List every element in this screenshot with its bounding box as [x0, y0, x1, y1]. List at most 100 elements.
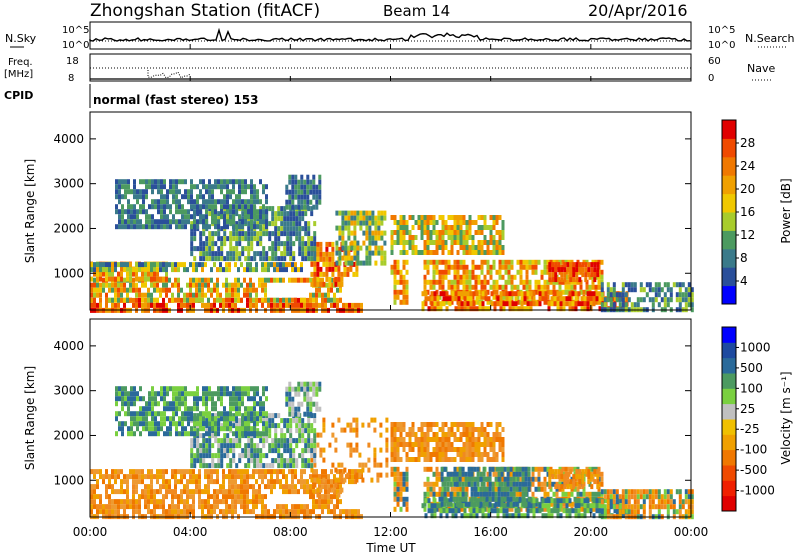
heatmap-cell [433, 275, 436, 280]
heatmap-cell [685, 292, 688, 297]
heatmap-cell [280, 216, 283, 221]
heatmap-cell [246, 474, 249, 479]
heatmap-cell [129, 474, 132, 479]
heatmap-cell [325, 272, 328, 277]
heatmap-cell [541, 467, 544, 472]
heatmap-cell [430, 260, 433, 265]
heatmap-cell [162, 474, 165, 479]
heatmap-cell [610, 302, 613, 307]
heatmap-cell [198, 494, 201, 499]
heatmap-cell [493, 250, 496, 255]
heatmap-cell [368, 251, 371, 256]
heatmap-cell [466, 452, 469, 457]
heatmap-cell [217, 211, 220, 216]
heatmap-cell [560, 291, 563, 296]
heatmap-cell [525, 487, 528, 492]
heatmap-cell [478, 215, 481, 220]
heatmap-cell [428, 296, 431, 301]
heatmap-cell [246, 489, 249, 494]
heatmap-cell [286, 251, 289, 256]
heatmap-cell [538, 260, 541, 265]
heatmap-cell [249, 474, 252, 479]
heatmap-cell [208, 443, 211, 448]
heatmap-cell [174, 283, 177, 288]
heatmap-cell [279, 262, 282, 267]
heatmap-cell [177, 499, 180, 504]
heatmap-cell [607, 282, 610, 287]
heatmap-cell [542, 291, 545, 296]
heatmap-cell [475, 245, 478, 250]
heatmap-cell [189, 278, 192, 283]
heatmap-cell [551, 301, 554, 306]
heatmap-cell [544, 487, 547, 492]
heatmap-cell [207, 303, 210, 308]
heatmap-cell [267, 262, 270, 267]
heatmap-cell [126, 504, 129, 509]
heatmap-cell [394, 487, 397, 492]
heatmap-cell [590, 296, 593, 301]
heatmap-cell [415, 437, 418, 442]
heatmap-cell [474, 497, 477, 502]
heatmap-cell [244, 246, 247, 251]
heatmap-cell [232, 214, 235, 219]
heatmap-cell [688, 292, 691, 297]
heatmap-cell [232, 256, 235, 261]
heatmap-cell [427, 422, 430, 427]
heatmap-cell [338, 251, 341, 256]
heatmap-cell [481, 457, 484, 462]
heatmap-cell [267, 484, 270, 489]
heatmap-cell [601, 499, 604, 504]
heatmap-cell [262, 204, 265, 209]
heatmap-cell [533, 503, 536, 508]
heatmap-cell [397, 295, 400, 300]
heatmap-cell [99, 293, 102, 298]
heatmap-cell [670, 297, 673, 302]
heatmap-cell [276, 479, 279, 484]
heatmap-cell [279, 504, 282, 509]
heatmap-cell [208, 224, 211, 229]
heatmap-cell [430, 422, 433, 427]
heatmap-cell [196, 184, 199, 189]
heatmap-cell [371, 211, 374, 216]
heatmap-cell [108, 277, 111, 282]
heatmap-cell [412, 235, 415, 240]
heatmap-cell [501, 492, 504, 497]
heatmap-cell [519, 497, 522, 502]
heatmap-cell [601, 482, 604, 487]
heatmap-cell [325, 252, 328, 257]
heatmap-cell [228, 474, 231, 479]
heatmap-cell [445, 447, 448, 452]
heatmap-cell [247, 246, 250, 251]
heatmap-cell [433, 422, 436, 427]
heatmap-cell [198, 298, 201, 303]
power-heatmap [90, 175, 694, 313]
heatmap-cell [670, 499, 673, 504]
heatmap-cell [355, 418, 358, 423]
heatmap-cell [430, 467, 433, 472]
heatmap-cell [225, 499, 228, 504]
heatmap-cell [383, 231, 386, 236]
heatmap-cell [592, 492, 595, 497]
heatmap-cell [258, 298, 261, 303]
heatmap-cell [557, 262, 560, 267]
heatmap-cell [333, 303, 336, 308]
heatmap-cell [433, 472, 436, 477]
heatmap-cell [364, 463, 367, 468]
heatmap-cell [472, 270, 475, 275]
heatmap-cell [297, 479, 300, 484]
heatmap-cell [312, 195, 315, 200]
heatmap-cell [291, 195, 294, 200]
heatmap-cell [300, 474, 303, 479]
heatmap-cell [304, 256, 307, 261]
heatmap-cell [226, 194, 229, 199]
heatmap-cell [658, 504, 661, 509]
heatmap-cell [593, 291, 596, 296]
heatmap-cell [358, 463, 361, 468]
heatmap-cell [400, 497, 403, 502]
heatmap-cell [303, 509, 306, 514]
heatmap-cell [228, 288, 231, 293]
heatmap-cell [466, 422, 469, 427]
heatmap-cell [321, 293, 324, 298]
heatmap-cell [117, 288, 120, 293]
heatmap-cell [177, 267, 180, 272]
